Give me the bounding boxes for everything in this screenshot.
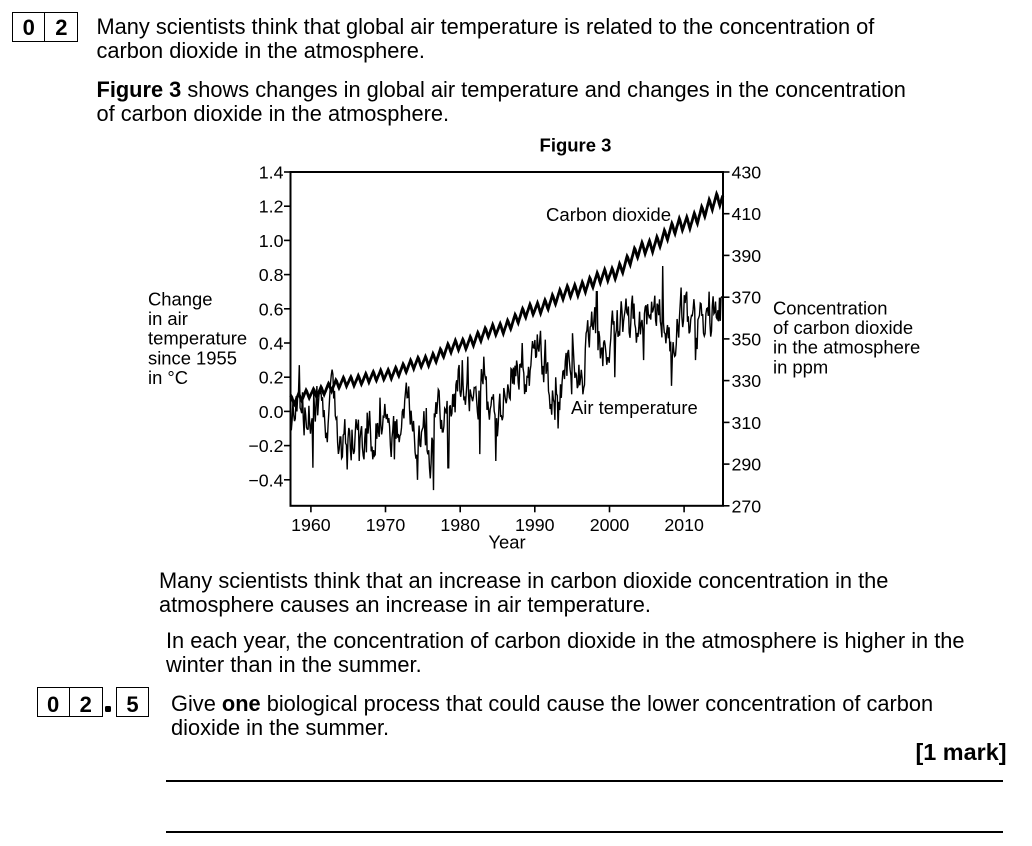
svg-text:Carbon dioxide: Carbon dioxide <box>546 204 671 225</box>
svg-text:0.4: 0.4 <box>259 334 284 354</box>
svg-text:0.6: 0.6 <box>259 299 284 319</box>
svg-text:Year: Year <box>488 532 525 553</box>
svg-text:−0.4: −0.4 <box>248 470 283 490</box>
svg-text:Change: Change <box>148 289 212 310</box>
svg-text:in air: in air <box>148 308 188 329</box>
svg-text:270: 270 <box>732 496 762 516</box>
svg-text:1.0: 1.0 <box>259 231 284 251</box>
svg-text:390: 390 <box>732 246 762 266</box>
svg-text:2010: 2010 <box>664 515 704 535</box>
svg-text:310: 310 <box>732 413 762 433</box>
svg-text:of carbon dioxide: of carbon dioxide <box>773 317 913 338</box>
svg-text:Air temperature: Air temperature <box>571 397 698 418</box>
svg-text:0.8: 0.8 <box>259 265 284 285</box>
svg-text:in °C: in °C <box>148 367 188 388</box>
svg-text:1960: 1960 <box>291 515 331 535</box>
svg-text:Figure 3: Figure 3 <box>540 135 612 156</box>
svg-text:330: 330 <box>732 371 762 391</box>
svg-text:1980: 1980 <box>440 515 480 535</box>
svg-text:1970: 1970 <box>366 515 406 535</box>
svg-text:350: 350 <box>732 329 762 349</box>
svg-text:in the atmosphere: in the atmosphere <box>773 337 920 358</box>
svg-text:−0.2: −0.2 <box>248 436 283 456</box>
svg-text:Concentration: Concentration <box>773 298 888 319</box>
svg-text:1.4: 1.4 <box>259 163 284 183</box>
svg-text:temperature: temperature <box>148 328 247 349</box>
svg-text:430: 430 <box>732 163 762 183</box>
svg-text:since 1955: since 1955 <box>148 347 237 368</box>
svg-text:2000: 2000 <box>590 515 630 535</box>
svg-text:1990: 1990 <box>515 515 555 535</box>
svg-text:1.2: 1.2 <box>259 197 284 217</box>
svg-text:290: 290 <box>732 455 762 475</box>
svg-text:in ppm: in ppm <box>773 356 828 377</box>
svg-text:370: 370 <box>732 288 762 308</box>
svg-text:0.2: 0.2 <box>259 368 284 388</box>
svg-text:410: 410 <box>732 204 762 224</box>
svg-text:0.0: 0.0 <box>259 402 284 422</box>
